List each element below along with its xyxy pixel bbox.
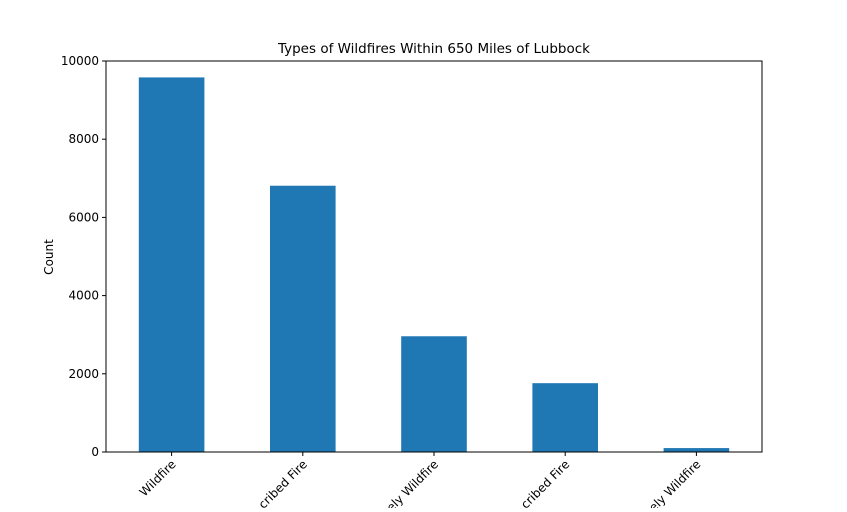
bars-layer [138, 77, 730, 453]
y-tick-label: 0 [91, 445, 99, 459]
x-tick-label: cribed Fire [256, 457, 310, 508]
x-tick-label: ely Wildfire [384, 457, 441, 508]
x-tick-label: ely Wildfire [646, 457, 703, 508]
bar-3 [532, 383, 598, 452]
y-tick-label: 2000 [68, 367, 99, 381]
y-axis-label: Count [42, 239, 56, 275]
bar-2 [401, 336, 467, 452]
y-tick-label: 6000 [68, 210, 99, 224]
bar-4 [663, 448, 730, 452]
y-axis-ticks: 0 2000 4000 6000 8000 10000 [61, 54, 106, 459]
plot-frame [105, 60, 763, 453]
y-tick-label: 8000 [68, 132, 99, 146]
chart-title: Types of Wildfires Within 650 Miles of L… [277, 41, 590, 57]
x-axis-ticks: Wildfire cribed Fire ely Wildfire cribed Fi… [137, 452, 704, 508]
bar-1 [270, 185, 336, 453]
y-tick-label: 10000 [61, 54, 99, 68]
x-tick-label: cribed Fire [518, 457, 572, 508]
y-tick-label: 4000 [68, 289, 99, 303]
bar-0 [138, 77, 205, 453]
x-tick-label: Wildfire [137, 457, 179, 499]
